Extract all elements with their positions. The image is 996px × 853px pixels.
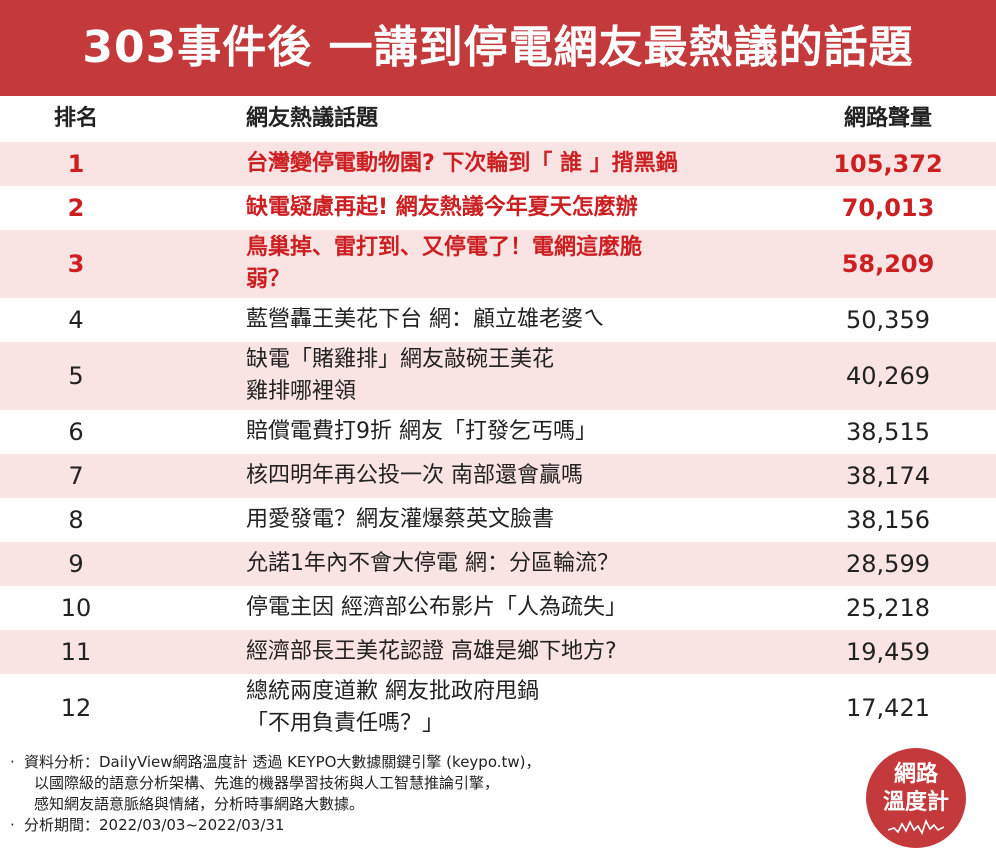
rank-cell: 12 [60,694,92,722]
volume-cell: 19,459 [846,638,930,666]
volume-cell: 58,209 [841,250,935,278]
volume-cell: 17,421 [846,694,930,722]
topic-text: 鳥巢掉、雷打到、又停電了！電網這麼脆 [246,235,643,260]
topic-text: 缺電疑慮再起! 網友熱議今年夏天怎麼辦 [246,195,638,220]
table-row: 2 缺電疑慮再起! 網友熱議今年夏天怎麼辦 70,013 [0,186,996,230]
footer-analysis-text: 感知網友語意脈絡與情緒，分析時事網路大數據。 [34,795,365,813]
rank-cell: 7 [68,462,84,490]
topic-text: 核四明年再公投一次 南部還會贏嗎 [246,463,583,488]
header-topic: 網友熱議話題 [246,106,379,131]
table-row: 3 鳥巢掉、雷打到、又停電了！電網這麼脆 弱？ 58,209 [0,230,996,298]
footer-notes: · 資料分析：DailyView網路溫度計 透過 KEYPO大數據關鍵引擎 (k… [10,752,860,836]
topic-text: 停電主因 經濟部公布影片「人為疏失」 [246,595,627,620]
topic-cell: 經濟部長王美花認證 高雄是鄉下地方? [246,636,806,668]
topic-cell: 總統兩度道歉 網友批政府甩鍋 「不用負責任嗎？」 [246,676,806,740]
table-row: 12 總統兩度道歉 網友批政府甩鍋 「不用負責任嗎？」 17,421 [0,674,996,742]
footer-period-line: · 分析期間：2022/03/03~2022/03/31 [10,815,860,836]
table-row: 7 核四明年再公投一次 南部還會贏嗎 38,174 [0,454,996,498]
rank-cell: 5 [68,362,84,390]
volume-cell: 28,599 [846,550,930,578]
volume-cell: 50,359 [846,306,930,334]
volume-cell: 38,515 [846,418,930,446]
logo-text-line1: 網路 [893,762,938,787]
footer-analysis-text: 以國際級的語意分析架構、先進的機器學習技術與人工智慧推論引擎， [34,774,500,792]
topic-cell: 核四明年再公投一次 南部還會贏嗎 [246,460,806,492]
footer-analysis-line: 感知網友語意脈絡與情緒，分析時事網路大數據。 [10,794,860,815]
rank-cell: 9 [68,550,84,578]
topic-cell: 藍營轟王美花下台 網：顧立雄老婆ㄟ [246,304,806,336]
topic-cell: 用愛發電？網友灌爆蔡英文臉書 [246,504,806,536]
rank-cell: 1 [67,150,85,178]
topic-text: 經濟部長王美花認證 高雄是鄉下地方? [246,639,617,664]
volume-cell: 25,218 [846,594,930,622]
rank-cell: 2 [67,194,85,222]
topic-text: 台灣變停電動物園? 下次輪到「 誰 」揹黑鍋 [246,151,678,176]
header-volume: 網路聲量 [843,106,932,131]
topic-cell: 停電主因 經濟部公布影片「人為疏失」 [246,592,806,624]
rank-cell: 8 [68,506,84,534]
table-row: 4 藍營轟王美花下台 網：顧立雄老婆ㄟ 50,359 [0,298,996,342]
topic-cell: 鳥巢掉、雷打到、又停電了！電網這麼脆 弱？ [246,232,806,296]
table-row: 1 台灣變停電動物園? 下次輪到「 誰 」揹黑鍋 105,372 [0,142,996,186]
footer-bullet: · [10,816,15,834]
page-title: 303事件後 一講到停電網友最熱議的話題 [82,22,914,73]
topic-text: 允諾1年內不會大停電 網：分區輪流？ [246,551,619,576]
topic-text: 賠償電費打9折 網友「打發乞丐嗎」 [246,419,597,444]
ranking-table: 排名 網友熱議話題 網路聲量 1 台灣變停電動物園? 下次輪到「 誰 」揹黑鍋 10… [0,96,996,742]
footer-period-text: 分析期間：2022/03/03~2022/03/31 [24,816,285,834]
topic-cell: 賠償電費打9折 網友「打發乞丐嗎」 [246,416,806,448]
volume-cell: 70,013 [841,194,935,222]
volume-cell: 38,174 [846,462,930,490]
table-row: 9 允諾1年內不會大停電 網：分區輪流？ 28,599 [0,542,996,586]
topic-cell: 缺電「賭雞排」網友敲碗王美花 雞排哪裡領 [246,344,806,408]
table-row: 10 停電主因 經濟部公布影片「人為疏失」 25,218 [0,586,996,630]
topic-cell: 台灣變停電動物園? 下次輪到「 誰 」揹黑鍋 [246,148,806,180]
rank-cell: 6 [68,418,84,446]
rank-cell: 11 [60,638,92,666]
topic-cell: 允諾1年內不會大停電 網：分區輪流？ [246,548,806,580]
rank-cell: 10 [60,594,92,622]
topic-text: 用愛發電？網友灌爆蔡英文臉書 [246,507,555,532]
topic-text: 弱？ [246,267,291,292]
rank-cell: 4 [68,306,84,334]
topic-cell: 缺電疑慮再起! 網友熱議今年夏天怎麼辦 [246,192,806,224]
table-row: 11 經濟部長王美花認證 高雄是鄉下地方? 19,459 [0,630,996,674]
logo-text-line2: 溫度計 [882,790,949,815]
volume-cell: 40,269 [846,362,930,390]
header-rank: 排名 [53,106,98,131]
topic-text: 藍營轟王美花下台 網：顧立雄老婆ㄟ [246,307,605,332]
table-row: 6 賠償電費打9折 網友「打發乞丐嗎」 38,515 [0,410,996,454]
topic-text: 缺電「賭雞排」網友敲碗王美花 [246,347,555,372]
table-row: 5 缺電「賭雞排」網友敲碗王美花 雞排哪裡領 40,269 [0,342,996,410]
pulse-wave-icon [888,818,944,835]
logo-badge: 網路 溫度計 [866,748,966,848]
topic-text: 雞排哪裡領 [246,379,357,404]
topic-text: 「不用負責任嗎？」 [246,711,445,736]
volume-cell: 38,156 [846,506,930,534]
footer-bullet: · [10,753,15,771]
table-row: 8 用愛發電？網友灌爆蔡英文臉書 38,156 [0,498,996,542]
footer-analysis-text: 資料分析：DailyView網路溫度計 透過 KEYPO大數據關鍵引擎 (key… [24,753,541,771]
topic-text: 總統兩度道歉 網友批政府甩鍋 [246,679,539,704]
footer-analysis-line: · 資料分析：DailyView網路溫度計 透過 KEYPO大數據關鍵引擎 (k… [10,752,860,773]
title-bar: 303事件後 一講到停電網友最熱議的話題 [0,0,996,96]
table-body: 1 台灣變停電動物園? 下次輪到「 誰 」揹黑鍋 105,372 2 缺電疑慮再起! 網… [0,142,996,742]
volume-cell: 105,372 [833,150,943,178]
rank-cell: 3 [67,250,85,278]
table-header: 排名 網友熱議話題 網路聲量 [0,96,996,142]
footer-analysis-line: 以國際級的語意分析架構、先進的機器學習技術與人工智慧推論引擎， [10,773,860,794]
